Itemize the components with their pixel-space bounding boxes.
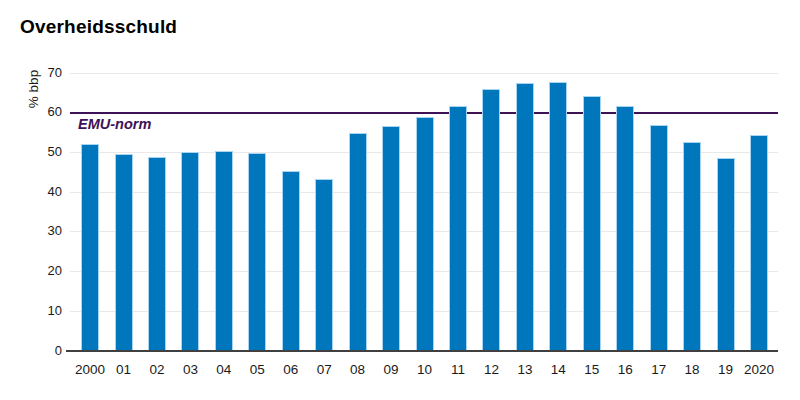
y-tick-label: 0 bbox=[20, 343, 62, 359]
y-tick-label: 70 bbox=[20, 65, 62, 81]
bar-19 bbox=[717, 158, 735, 351]
emu-norm-line bbox=[70, 112, 778, 114]
bar-11 bbox=[449, 106, 467, 351]
y-tick-label: 50 bbox=[20, 144, 62, 160]
bar-09 bbox=[382, 126, 400, 351]
bar-17 bbox=[650, 125, 668, 351]
gridline-70 bbox=[70, 73, 778, 74]
bar-04 bbox=[215, 151, 233, 351]
chart-title: Overheidsschuld bbox=[20, 16, 177, 38]
bar-14 bbox=[549, 82, 567, 351]
y-tick-label: 40 bbox=[20, 184, 62, 200]
y-tick-label: 60 bbox=[20, 104, 62, 120]
bar-05 bbox=[248, 153, 266, 351]
chart-canvas: Overheidsschuld % bbp 010203040506070200… bbox=[0, 0, 800, 400]
bar-01 bbox=[115, 154, 133, 351]
bar-12 bbox=[482, 89, 500, 351]
bar-03 bbox=[181, 152, 199, 351]
y-tick-label: 20 bbox=[20, 263, 62, 279]
bar-16 bbox=[616, 106, 634, 351]
bar-10 bbox=[416, 117, 434, 351]
y-tick-label: 10 bbox=[20, 303, 62, 319]
reference-line-label: EMU-norm bbox=[78, 116, 151, 132]
bar-07 bbox=[315, 179, 333, 351]
bar-2000 bbox=[81, 144, 99, 351]
bar-15 bbox=[583, 96, 601, 351]
bar-08 bbox=[349, 133, 367, 351]
x-axis-line bbox=[66, 350, 778, 352]
bar-2020 bbox=[750, 135, 768, 351]
y-tick-label: 30 bbox=[20, 223, 62, 239]
bar-02 bbox=[148, 157, 166, 351]
bar-13 bbox=[516, 83, 534, 351]
x-tick-label: 2020 bbox=[733, 362, 785, 378]
bar-06 bbox=[282, 171, 300, 351]
bar-18 bbox=[683, 142, 701, 351]
